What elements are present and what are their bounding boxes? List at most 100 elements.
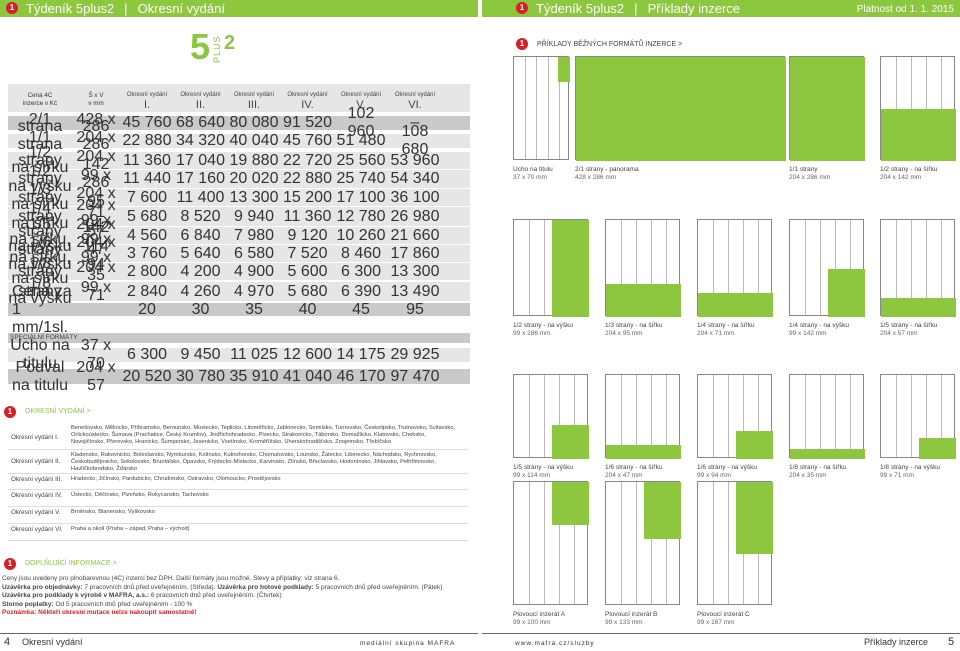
column-line <box>558 57 560 159</box>
row-label-line: na výšku <box>8 177 72 195</box>
ad-area <box>551 482 589 526</box>
region-divider <box>8 506 468 507</box>
price-cell: 11 440 <box>123 170 171 187</box>
price-cell: – <box>410 114 420 131</box>
price-cell: 108 680 <box>401 123 429 158</box>
ad-format-caption: 1/3 strany - na šířku 204 x 95 mm <box>605 322 693 338</box>
price-cell: 20 520 <box>122 367 172 385</box>
ad-area <box>698 292 773 317</box>
column-line <box>896 220 897 315</box>
price-cell: 6 840 <box>180 226 221 244</box>
ad-format-panel <box>697 219 773 317</box>
price-cell: 35 <box>245 300 263 318</box>
column-line <box>574 482 575 604</box>
column-line <box>713 220 714 315</box>
info-bold: Uzávěrka pro hotové podklady: <box>215 583 314 591</box>
column-line <box>636 482 637 604</box>
column-line <box>544 375 545 457</box>
table-row: 1/1 strana 204 x 286 22 880 34 320 40 040 45 … <box>8 123 470 158</box>
price-cell: 8 520 <box>180 207 221 225</box>
corner-label: Cena 4C <box>27 92 53 99</box>
price-cell: 4 900 <box>233 262 275 280</box>
ad-format-panel <box>880 219 956 317</box>
column-line <box>728 482 729 604</box>
region-divider <box>8 473 468 474</box>
url-link[interactable]: www.mafra.cz/sluzby <box>515 640 595 647</box>
corner-label: inzerce v Kč <box>22 100 58 107</box>
ad-format-panel <box>789 374 865 459</box>
table-row: 1/2 strany na výšku 99 x 286 11 440 17 160 20… <box>8 163 470 195</box>
ad-format-name: 1/3 strany - na šířku <box>605 322 663 329</box>
edition-number: I. <box>143 99 151 111</box>
table-row-band <box>8 134 470 148</box>
region-districts: Brněnsko, Blanensko, Vyškovsko <box>71 509 155 515</box>
row-label-line: na výšku <box>8 256 72 273</box>
info-bold: Uzávěrka pro objednávky: <box>2 583 83 591</box>
price-cell: 11 025 <box>230 346 278 363</box>
region-divider <box>8 540 468 541</box>
row-label-line: na šířku <box>11 196 69 214</box>
price-cell: 15 200 <box>283 188 332 206</box>
table-row-band <box>8 245 470 262</box>
edition-word: Okresní vydání <box>287 92 328 98</box>
info-line: Poznámka: Někteří okresní mutace nelze n… <box>2 609 472 618</box>
column-line <box>926 57 927 159</box>
price-cell: 5 680 <box>126 207 168 225</box>
publisher-label[interactable]: mediální skupina MAFRA <box>360 640 456 647</box>
ad-format-size: 204 x 47 mm <box>605 472 643 479</box>
column-line <box>636 220 637 315</box>
dims-cell: Š x V v mm <box>72 92 120 108</box>
price-cell: 45 760 <box>122 114 172 131</box>
row-label-line: 1/6 strany na šířku, <box>9 233 71 266</box>
price-cell: 9 120 <box>287 226 328 244</box>
price-cell: 54 340 <box>390 170 440 187</box>
table-row-band <box>8 227 470 244</box>
ad-area <box>551 220 589 317</box>
left-header-title: Týdeník 5plus2 <box>26 1 115 16</box>
column-line <box>805 220 806 315</box>
ad-format-name: 2/1 strany - panorama <box>575 166 639 173</box>
right-header-bar: 1 Týdeník 5plus2 | Příklady inzerce Platno… <box>482 0 960 17</box>
price-cell: 40 <box>298 300 317 318</box>
ad-area <box>881 297 956 317</box>
column-line <box>805 375 806 457</box>
column-line <box>666 375 667 457</box>
logo-two: 2 <box>224 32 236 54</box>
price-cell: 7 980 <box>233 226 275 244</box>
column-line <box>926 220 927 315</box>
examples-title: PŘÍKLADY BĚŽNÝCH FORMÁTŮ INZERCE > <box>537 41 683 48</box>
column-line <box>544 220 545 315</box>
ad-format-panel <box>513 374 589 459</box>
price-cell: 45 760 <box>283 132 332 149</box>
ad-format-caption: Plovoucí inzerát A 99 x 100 mm <box>513 611 601 627</box>
row-size: 204 x 57 <box>76 358 116 394</box>
price-cell: 17 160 <box>176 170 225 187</box>
mafra-ball-icon: 1 <box>4 558 16 570</box>
right-header-section: Příklady inzerce <box>647 1 741 16</box>
table-row-band <box>8 263 470 280</box>
price-cell: 11 400 <box>176 188 225 206</box>
edition-header: Okresní vydání I. <box>120 90 174 111</box>
ad-area <box>918 438 956 459</box>
price-cell: 21 660 <box>390 226 440 244</box>
region-label: Okresní vydání IV. <box>11 492 63 499</box>
table-row: Podval na titulu 204 x 57 20 520 30 780 35 9… <box>8 359 470 394</box>
extra-info-title-text: DOPLŇUJÍCÍ INFORMACE > <box>25 560 117 567</box>
table-row-band <box>8 116 470 130</box>
table-row-band <box>8 348 470 362</box>
price-cell: 41 040 <box>283 367 332 385</box>
ad-format-panel <box>513 481 589 605</box>
row-size: 204 x 286 <box>72 129 120 153</box>
info-line: Uzávěrka pro objednávky: 7 pracovních dn… <box>2 584 472 593</box>
row-label: 1/8 strany na šířku <box>8 256 72 287</box>
row-label-line: 1/5 strany na šířku, <box>9 215 71 248</box>
ad-format-caption: 1/2 strany - na výšku 99 x 286 mm <box>513 322 601 338</box>
ad-format-size: 99 x 286 mm <box>513 330 551 337</box>
row-size: 99 x 71 <box>72 280 120 304</box>
table-row: 1/8 strany na výšku 99 x 71 2 840 4 260 4 970… <box>8 276 470 307</box>
ad-format-name: 1/6 strany - na šířku <box>605 464 663 471</box>
price-cell: 53 960 <box>390 151 440 169</box>
price-cell: 6 300 <box>126 346 168 363</box>
special-formats-title: SPECIÁLNÍ FORMÁTY <box>10 334 78 341</box>
validity-date: Platnost od 1. 1. 2015 <box>856 4 954 15</box>
